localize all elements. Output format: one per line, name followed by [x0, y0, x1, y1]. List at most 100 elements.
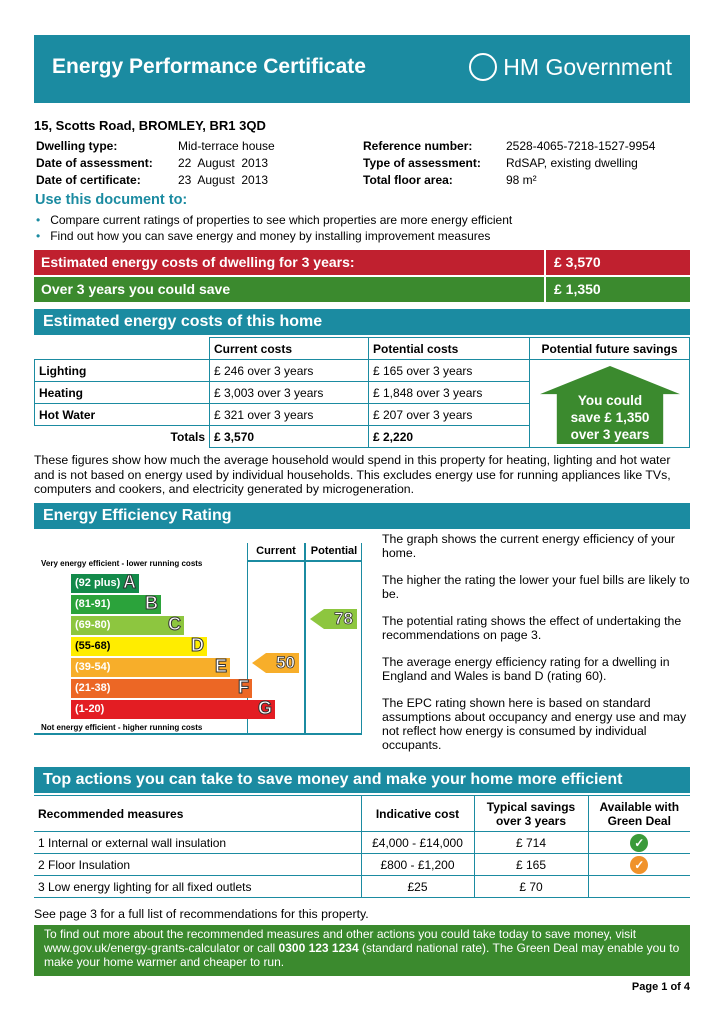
table-row: Lighting £ 246 over 3 years £ 165 over 3 y…	[34, 359, 690, 448]
row-label: Heating	[34, 381, 210, 404]
cell: £ 1,848 over 3 years	[368, 381, 530, 404]
header-cell: Potential future savings	[529, 337, 690, 360]
band-letter: D	[191, 635, 205, 656]
actions-table: Recommended measures Indicative cost Typic…	[34, 795, 690, 898]
header-cell: Current costs	[209, 337, 369, 360]
detail-label: Date of assessment:	[36, 156, 153, 170]
cell: £ 246 over 3 years	[209, 359, 369, 382]
rating-text: The EPC rating shown here is based on st…	[382, 696, 687, 752]
house-line: save £ 1,350	[570, 410, 650, 425]
info-text: To find out more about the recommended m…	[44, 927, 637, 955]
band-letter: E	[214, 656, 227, 677]
use-title: Use this document to:	[35, 192, 188, 208]
actions-section-title: Top actions you can take to save money a…	[34, 767, 690, 793]
cell: £ 2,220	[368, 425, 530, 448]
totals-row: Totals £ 3,570 £ 2,220	[34, 425, 690, 448]
cell: £ 165 over 3 years	[368, 359, 530, 382]
info-text: (standard national rate). The Green Deal…	[44, 941, 680, 969]
cell: £ 3,003 over 3 years	[209, 381, 369, 404]
current-column-header: Current	[256, 545, 296, 557]
band-range: (21-38)	[75, 682, 111, 694]
detail-label: Dwelling type:	[36, 139, 118, 153]
rating-text: The graph shows the current energy effic…	[382, 532, 676, 560]
crest-icon	[469, 53, 498, 81]
band-letter: G	[257, 698, 272, 719]
saving: £ 70	[473, 875, 589, 898]
cost: £4,000 - £14,000	[360, 831, 475, 854]
see-page-3: See page 3 for a full list of recommenda…	[34, 907, 369, 921]
measure: 1 Internal or external wall insulation	[34, 831, 362, 854]
header-cell: Typical savings over 3 years	[473, 795, 589, 832]
band-range: (69-80)	[75, 619, 111, 631]
bullet-icon: •	[36, 229, 41, 243]
rating-band-d: (55-68) D	[71, 635, 207, 656]
detail-label: Reference number:	[363, 139, 473, 153]
table-row: 2 Floor Insulation £800 - £1,200 £ 165 ✓	[34, 853, 690, 876]
estimated-cost-bar: Estimated energy costs of dwelling for 3…	[34, 250, 690, 275]
row-label: Hot Water	[34, 403, 210, 426]
saving: £ 165	[473, 853, 589, 876]
potential-rating-arrow: 78	[310, 609, 357, 629]
cost-value: £ 3,570	[544, 250, 690, 275]
bottom-note: Not energy efficient - higher running co…	[41, 723, 203, 732]
costs-note: These figures show how much the average …	[34, 453, 671, 496]
rating-section-title: Energy Efficiency Rating	[34, 503, 690, 529]
detail-value: Mid-terrace house	[178, 139, 275, 153]
costs-section-title: Estimated energy costs of this home	[34, 309, 690, 335]
band-range: (39-54)	[75, 661, 111, 673]
header-cell: Potential costs	[368, 337, 530, 360]
savings-house-cell: You could save £ 1,350 over 3 years	[529, 359, 690, 448]
house-line: You could	[577, 393, 643, 408]
page-number: Page 1 of 4	[631, 981, 690, 993]
use-bullets: • Compare current ratings of properties t…	[36, 212, 512, 244]
rating-text: The higher the rating the lower your fue…	[382, 573, 690, 601]
header-cell: Recommended measures	[34, 795, 362, 832]
detail-value: 2528-4065-7218-1527-9954	[506, 139, 656, 153]
table-row: Heating £ 3,003 over 3 years £ 1,848 over …	[34, 381, 690, 404]
rating-band-b: (81-91) B	[71, 593, 161, 614]
top-note: Very energy efficient - lower running co…	[41, 559, 203, 568]
header-cell: Indicative cost	[360, 795, 475, 832]
green-deal-orange-check-icon: ✓	[630, 855, 649, 874]
cell: £ 3,570	[209, 425, 369, 448]
band-range: (92 plus)	[75, 577, 121, 589]
detail-label: Total floor area:	[363, 173, 453, 187]
detail-value: 23 August 2013	[178, 173, 269, 187]
rating-band-c: (69-80) C	[71, 614, 184, 635]
costs-table: Current costs Potential costs Potential fu…	[34, 337, 690, 448]
band-letter: F	[238, 677, 250, 698]
bullet-text: Find out how you can save energy and mon…	[50, 229, 491, 243]
cell: £ 207 over 3 years	[368, 403, 530, 426]
detail-value: RdSAP, existing dwelling	[506, 156, 638, 170]
hm-government-logo: HM Government	[469, 53, 672, 81]
cost-label: Estimated energy costs of dwelling for 3…	[41, 254, 355, 270]
bullet-icon: •	[36, 213, 41, 227]
row-label: Lighting	[34, 359, 210, 382]
detail-label: Date of certificate:	[36, 173, 141, 187]
cost: £800 - £1,200	[360, 853, 475, 876]
rating-band-a: (92 plus) A	[71, 572, 139, 593]
rating-explanation: The graph shows the current energy effic…	[382, 532, 692, 765]
detail-value: 98 m²	[506, 173, 537, 187]
savings-bar: Over 3 years you could save £ 1,350	[34, 277, 690, 302]
rating-band-g: (1-20) G	[71, 698, 275, 719]
bullet-text: Compare current ratings of properties to…	[50, 213, 513, 227]
table-row: 3 Low energy lighting for all fixed outl…	[34, 875, 690, 898]
header-cell: Available with Green Deal	[587, 795, 690, 832]
totals-label: Totals	[34, 425, 210, 448]
cell: £ 321 over 3 years	[209, 403, 369, 426]
band-range: (55-68)	[75, 640, 111, 652]
potential-column-header: Potential	[310, 545, 358, 557]
cost: £25	[360, 875, 475, 898]
logo-text: HM Government	[503, 53, 672, 80]
green-deal-info: To find out more about the recommended m…	[34, 925, 690, 976]
header-cell	[34, 337, 210, 360]
phone-number: 0300 123 1234	[278, 941, 359, 955]
save-label: Over 3 years you could save	[41, 281, 231, 297]
header-banner: Energy Performance Certificate HM Govern…	[34, 35, 690, 103]
band-letter: B	[145, 593, 159, 614]
rating-band-f: (21-38) F	[71, 677, 252, 698]
band-range: (1-20)	[75, 703, 105, 715]
rating-chart: Current Potential Very energy efficient …	[34, 540, 364, 738]
house-line: over 3 years	[570, 427, 650, 442]
